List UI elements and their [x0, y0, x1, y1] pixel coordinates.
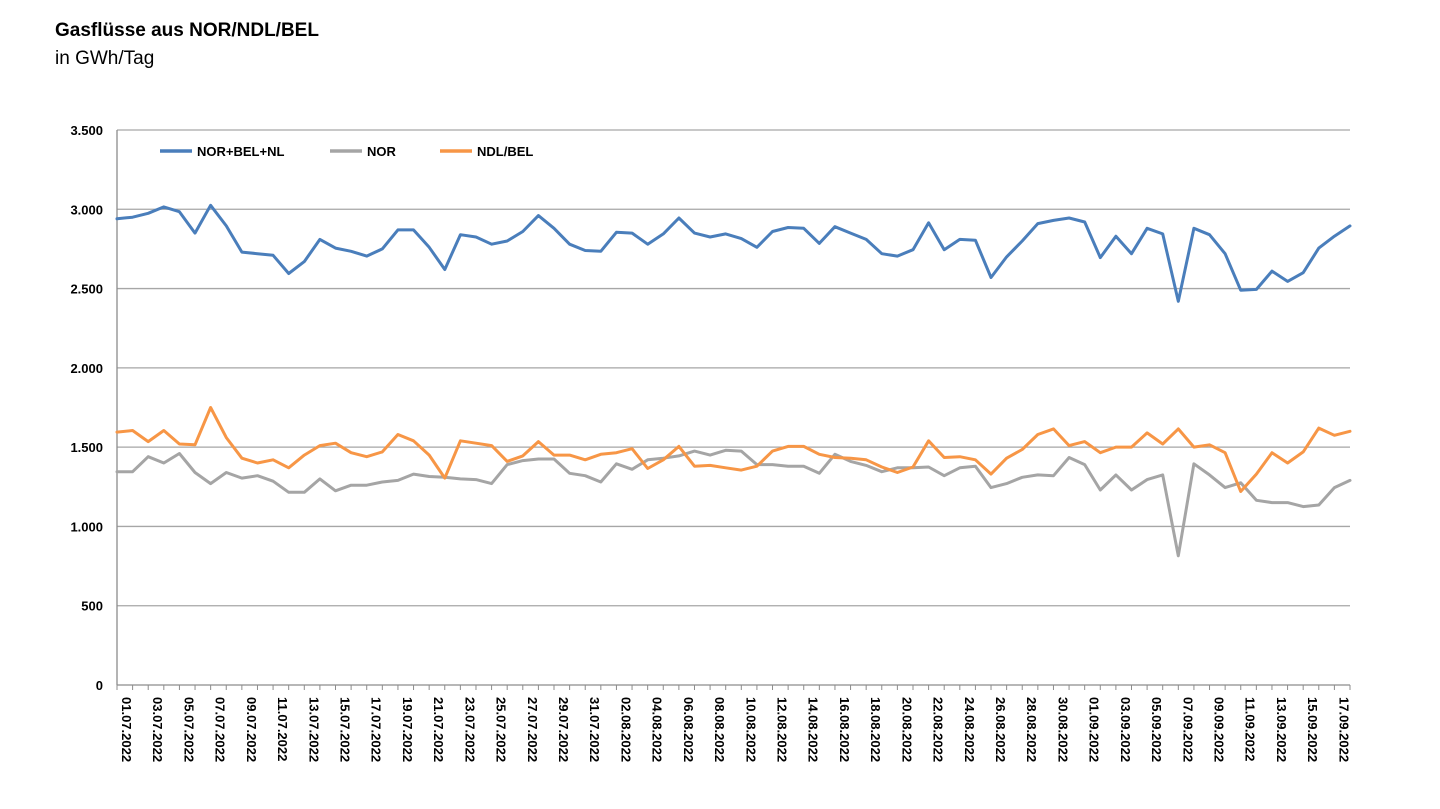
x-tick-label: 23.07.2022	[462, 697, 477, 762]
x-tick-label: 17.09.2022	[1336, 697, 1351, 762]
x-tick-label: 11.09.2022	[1243, 697, 1258, 761]
y-tick-label: 2.500	[70, 282, 103, 297]
x-axis-ticks: 01.07.2022 03.07.2022 05.07.2022 07.07.2022…	[116, 685, 1351, 762]
x-tick-label: 02.08.2022	[618, 697, 633, 762]
x-tick-label: 10.08.2022	[743, 697, 758, 762]
legend-label: NOR+BEL+NL	[197, 144, 284, 159]
series-line-ndl-bel	[115, 406, 1352, 493]
x-tick-label: 03.09.2022	[1118, 697, 1133, 762]
x-tick-label: 22.08.2022	[931, 697, 946, 762]
x-tick-label: 21.07.2022	[431, 697, 446, 762]
x-tick-label: 01.07.2022	[119, 697, 134, 762]
legend-label: NDL/BEL	[477, 144, 533, 159]
x-tick-label: 30.08.2022	[1055, 697, 1070, 762]
x-tick-label: 17.07.2022	[369, 697, 384, 762]
chart-subtitle: in GWh/Tag	[55, 48, 155, 69]
x-tick-label: 06.08.2022	[681, 697, 696, 762]
x-tick-label: 12.08.2022	[775, 697, 790, 762]
y-tick-label: 1.500	[70, 440, 103, 455]
x-tick-label: 24.08.2022	[962, 697, 977, 762]
x-tick-label: 04.08.2022	[650, 697, 665, 762]
legend: NOR+BEL+NL NOR NDL/BEL	[160, 144, 533, 159]
y-tick-label: 500	[81, 599, 103, 614]
gridlines	[116, 129, 1350, 686]
y-tick-label: 2.000	[70, 361, 103, 376]
y-tick-label: 1.000	[70, 519, 103, 534]
x-tick-label: 31.07.2022	[587, 697, 602, 762]
x-tick-label: 29.07.2022	[556, 697, 571, 762]
x-tick-label: 28.08.2022	[1024, 697, 1039, 762]
y-axis-ticks: 0 500 1.000 1.500 2.000 2.500 3.000 3.500	[70, 123, 103, 693]
legend-label: NOR	[367, 144, 397, 159]
x-tick-label: 01.09.2022	[1087, 697, 1102, 762]
x-tick-label: 19.07.2022	[400, 697, 415, 762]
x-tick-label: 13.09.2022	[1274, 697, 1289, 762]
x-tick-label: 05.09.2022	[1149, 697, 1164, 762]
series-lines	[115, 203, 1352, 558]
x-tick-label: 05.07.2022	[181, 697, 196, 762]
y-tick-label: 0	[96, 678, 103, 693]
x-tick-label: 13.07.2022	[306, 697, 321, 762]
series-line-nor	[115, 448, 1352, 558]
x-tick-label: 07.07.2022	[213, 697, 228, 762]
x-tick-label: 14.08.2022	[806, 697, 821, 762]
x-tick-label: 09.09.2022	[1212, 697, 1227, 762]
x-tick-label: 27.07.2022	[525, 697, 540, 762]
y-tick-label: 3.500	[70, 123, 103, 138]
x-tick-label: 09.07.2022	[244, 697, 259, 762]
series-line-nor-bel-nl	[115, 203, 1352, 303]
x-tick-label: 15.09.2022	[1305, 697, 1320, 762]
x-tick-label: 25.07.2022	[494, 697, 509, 762]
x-tick-label: 07.09.2022	[1180, 697, 1195, 762]
x-tick-label: 20.08.2022	[899, 697, 914, 762]
x-tick-label: 08.08.2022	[712, 697, 727, 762]
chart-title: Gasflüsse aus NOR/NDL/BEL	[55, 20, 319, 41]
x-tick-label: 15.07.2022	[338, 697, 353, 762]
x-tick-label: 16.08.2022	[837, 697, 852, 762]
x-tick-label: 26.08.2022	[993, 697, 1008, 762]
x-tick-label: 11.07.2022	[275, 697, 290, 761]
x-tick-label: 03.07.2022	[150, 697, 165, 762]
x-tick-label: 18.08.2022	[868, 697, 883, 762]
y-tick-label: 3.000	[70, 202, 103, 217]
